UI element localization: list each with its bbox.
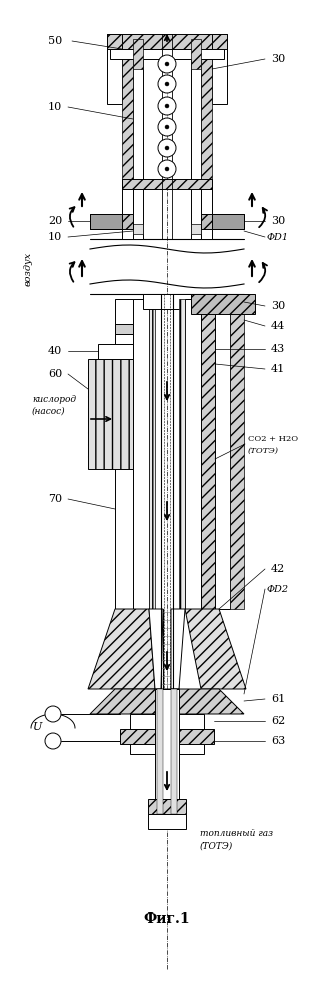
Polygon shape xyxy=(90,214,133,229)
Polygon shape xyxy=(191,39,201,69)
Polygon shape xyxy=(122,179,212,189)
Text: топливный газ: топливный газ xyxy=(200,829,273,838)
Text: 20: 20 xyxy=(48,216,62,226)
Text: 10: 10 xyxy=(48,102,62,112)
Text: 30: 30 xyxy=(271,54,285,64)
Text: 63: 63 xyxy=(271,736,285,746)
Polygon shape xyxy=(230,309,244,609)
Text: воздух: воздух xyxy=(23,252,32,286)
Polygon shape xyxy=(191,39,201,189)
Polygon shape xyxy=(133,299,149,609)
Polygon shape xyxy=(201,39,212,189)
Polygon shape xyxy=(155,689,179,814)
Text: (ТОТЭ): (ТОТЭ) xyxy=(200,841,233,850)
Polygon shape xyxy=(157,689,163,814)
Polygon shape xyxy=(149,299,155,609)
Polygon shape xyxy=(171,609,185,689)
Polygon shape xyxy=(212,34,227,104)
Polygon shape xyxy=(185,299,201,609)
Polygon shape xyxy=(215,294,230,609)
Text: U: U xyxy=(33,722,43,732)
Polygon shape xyxy=(133,39,143,69)
Polygon shape xyxy=(133,189,143,239)
Polygon shape xyxy=(212,34,227,49)
Text: 40: 40 xyxy=(48,346,62,356)
Circle shape xyxy=(45,706,61,722)
Polygon shape xyxy=(191,189,201,239)
Polygon shape xyxy=(88,359,133,469)
Polygon shape xyxy=(90,689,244,714)
Text: 61: 61 xyxy=(271,694,285,704)
Polygon shape xyxy=(115,334,133,344)
Circle shape xyxy=(158,160,176,178)
Text: (ТОТЭ): (ТОТЭ) xyxy=(248,447,279,455)
Circle shape xyxy=(165,62,169,66)
Polygon shape xyxy=(212,214,244,229)
Text: 43: 43 xyxy=(271,344,285,354)
Circle shape xyxy=(45,733,61,749)
Polygon shape xyxy=(133,39,143,189)
Text: ΦD1: ΦD1 xyxy=(267,233,289,242)
Polygon shape xyxy=(120,729,214,744)
Text: 70: 70 xyxy=(48,494,62,504)
Circle shape xyxy=(165,82,169,86)
Polygon shape xyxy=(201,189,212,239)
Text: 42: 42 xyxy=(271,564,285,574)
Text: 30: 30 xyxy=(271,301,285,311)
Circle shape xyxy=(158,55,176,73)
Circle shape xyxy=(165,125,169,129)
Text: 62: 62 xyxy=(271,716,285,726)
Polygon shape xyxy=(148,799,186,814)
Polygon shape xyxy=(90,214,122,229)
Polygon shape xyxy=(201,294,215,609)
Text: CO2 + H2O: CO2 + H2O xyxy=(248,435,298,443)
Polygon shape xyxy=(179,299,185,609)
Polygon shape xyxy=(171,689,177,814)
Text: ΦD2: ΦD2 xyxy=(267,584,289,593)
Polygon shape xyxy=(110,49,224,59)
Text: кислород: кислород xyxy=(32,395,76,404)
Circle shape xyxy=(165,146,169,150)
Polygon shape xyxy=(110,34,224,49)
Circle shape xyxy=(158,118,176,136)
Polygon shape xyxy=(148,814,186,829)
Polygon shape xyxy=(122,189,133,239)
Polygon shape xyxy=(143,294,191,309)
Polygon shape xyxy=(201,214,244,229)
Polygon shape xyxy=(122,39,133,189)
Polygon shape xyxy=(130,714,204,729)
Circle shape xyxy=(158,97,176,115)
Polygon shape xyxy=(107,34,122,49)
Text: (насос): (насос) xyxy=(32,407,65,416)
Text: 30: 30 xyxy=(271,216,285,226)
Polygon shape xyxy=(191,224,201,234)
Text: 41: 41 xyxy=(271,364,285,374)
Polygon shape xyxy=(107,34,122,104)
Polygon shape xyxy=(133,224,143,234)
Circle shape xyxy=(158,139,176,157)
Polygon shape xyxy=(149,609,163,689)
Polygon shape xyxy=(88,609,155,689)
Text: 60: 60 xyxy=(48,369,62,379)
Text: Фиг.1: Фиг.1 xyxy=(144,912,190,926)
Circle shape xyxy=(158,75,176,93)
Polygon shape xyxy=(130,744,204,754)
Text: 50: 50 xyxy=(48,36,62,46)
Polygon shape xyxy=(98,344,133,359)
Polygon shape xyxy=(115,324,133,334)
Text: 10: 10 xyxy=(48,232,62,242)
Text: 44: 44 xyxy=(271,321,285,331)
Circle shape xyxy=(165,167,169,171)
Polygon shape xyxy=(185,609,246,689)
Polygon shape xyxy=(115,299,133,609)
Circle shape xyxy=(165,104,169,108)
Polygon shape xyxy=(191,294,255,314)
